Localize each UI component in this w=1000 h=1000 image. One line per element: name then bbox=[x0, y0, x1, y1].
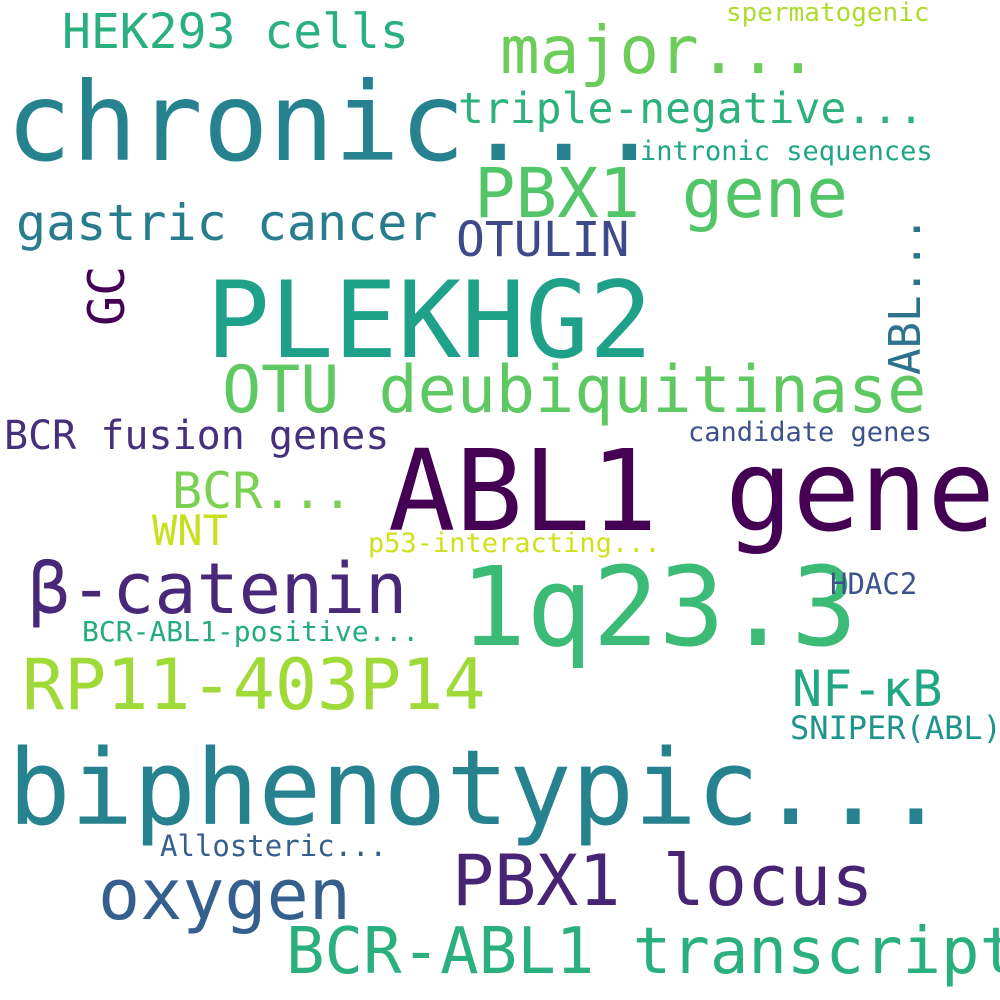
word-nf-kb: NF-κB bbox=[792, 660, 943, 718]
word-bcr-fusion-genes: BCR fusion genes bbox=[4, 413, 390, 459]
word-major: major... bbox=[500, 12, 818, 89]
word-p53-interacting: p53-interacting... bbox=[368, 528, 661, 559]
word-triple-negative: triple-negative... bbox=[458, 84, 924, 134]
word-gastric-cancer: gastric cancer bbox=[16, 194, 438, 252]
word-plekhg2: PLEKHG2 bbox=[206, 259, 653, 382]
word-abl-vertical: ABL... bbox=[880, 216, 931, 375]
word-intronic-sequences: intronic sequences bbox=[640, 136, 933, 167]
word-1q23-3: 1q23.3 bbox=[460, 543, 858, 671]
word-wnt: WNT bbox=[152, 506, 228, 555]
word-beta-catenin: β-catenin bbox=[28, 548, 408, 630]
word-biphenotypic: biphenotypic... bbox=[8, 727, 948, 849]
word-spermatogenic: spermatogenic bbox=[726, 0, 930, 28]
word-sniper-abl: SNIPER(ABL) bbox=[790, 709, 1000, 747]
word-bcr-abl1-positive: BCR-ABL1-positive... bbox=[82, 615, 420, 648]
word-pbx1-gene: PBX1 gene bbox=[474, 154, 848, 234]
word-otulin: OTULIN bbox=[456, 212, 630, 268]
word-chronic: chronic... bbox=[6, 59, 663, 186]
word-allosteric: Allosteric... bbox=[160, 829, 387, 863]
word-rp11-403p14: RP11-403P14 bbox=[22, 644, 486, 726]
word-abl1-gene: ABL1 gene bbox=[388, 427, 995, 557]
word-gc: GC bbox=[78, 265, 136, 326]
word-candidate-genes: candidate genes bbox=[688, 417, 932, 448]
word-hdac2: HDAC2 bbox=[830, 567, 918, 601]
word-bcr-abl1-transcript: BCR-ABL1 transcript bbox=[286, 915, 1000, 989]
word-bcr: BCR... bbox=[172, 462, 353, 520]
word-oxygen: oxygen bbox=[98, 854, 351, 936]
word-hek293-cells: HEK293 cells bbox=[62, 4, 409, 60]
word-otu-deubiquitinase: OTU deubiquitinase bbox=[222, 353, 927, 428]
word-pbx1-locus: PBX1 locus bbox=[452, 840, 874, 922]
